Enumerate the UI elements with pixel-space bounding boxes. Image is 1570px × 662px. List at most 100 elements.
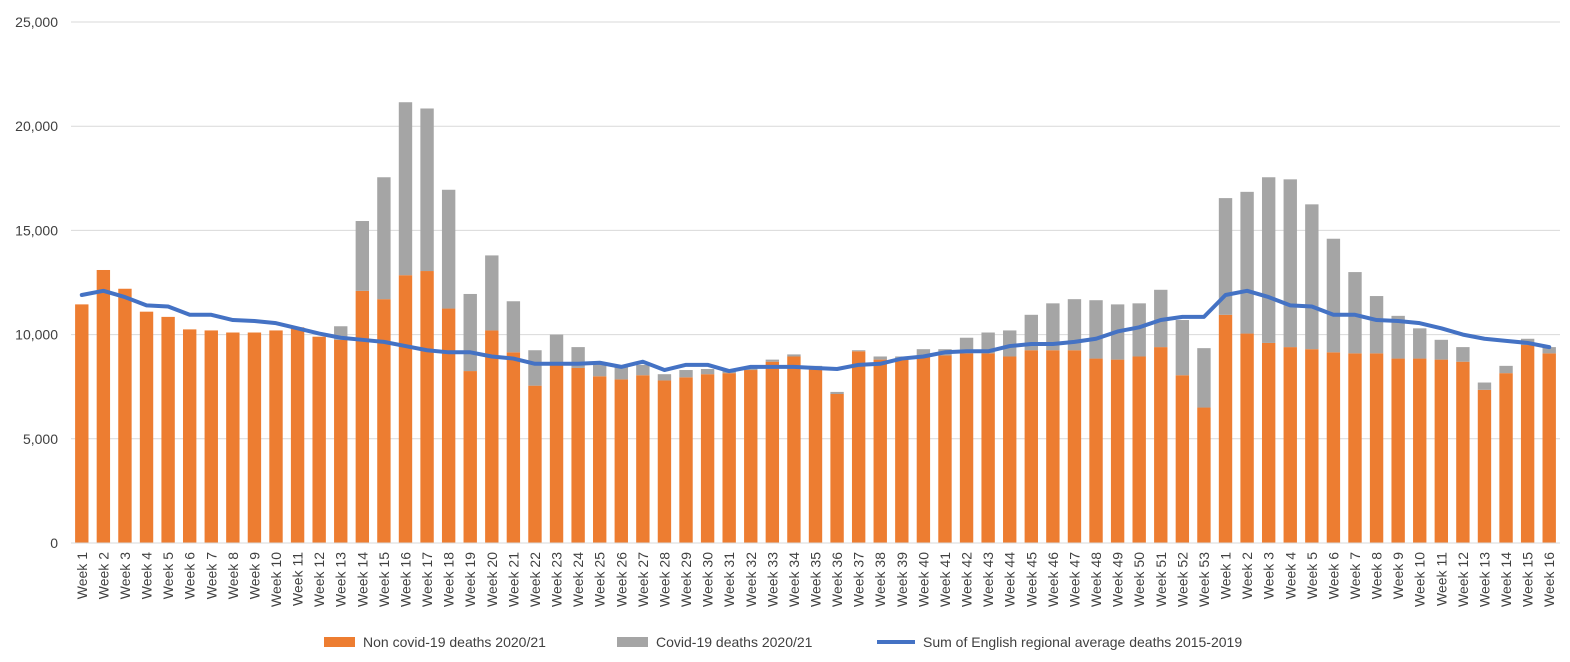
bar-non-covid (1283, 347, 1297, 543)
legend-swatch-non-covid (324, 637, 355, 647)
bar-non-covid (614, 379, 628, 543)
x-tick-label: Week 5 (160, 552, 176, 599)
x-tick-label: Week 52 (1174, 552, 1190, 607)
x-tick-label: Week 50 (1131, 552, 1147, 607)
x-tick-label: Week 35 (808, 552, 824, 607)
bar-non-covid (873, 359, 887, 543)
bar-covid (765, 359, 780, 362)
bar-non-covid (96, 269, 111, 543)
bar-non-covid (312, 336, 326, 543)
x-tick-label: Week 6 (1325, 552, 1341, 599)
x-tick-label: Week 45 (1023, 552, 1039, 607)
x-tick-label: Week 10 (1412, 552, 1428, 607)
x-tick-label: Week 7 (203, 552, 219, 599)
bar-non-covid (398, 275, 413, 543)
bar-covid (1413, 328, 1427, 359)
x-tick-label: Week 14 (1498, 552, 1514, 607)
x-tick-label: Week 36 (829, 552, 845, 607)
bar-non-covid (765, 361, 780, 543)
average-deaths-line (79, 288, 1552, 374)
bar-covid (1175, 320, 1190, 376)
bar-non-covid (700, 374, 715, 543)
bar-non-covid (1132, 356, 1146, 543)
x-tick-label: Week 19 (462, 552, 478, 607)
bar-non-covid (808, 367, 823, 543)
bar-non-covid (1434, 359, 1449, 543)
bar-covid (1197, 348, 1211, 408)
bar-non-covid (830, 393, 844, 543)
bar-non-covid (182, 329, 197, 543)
x-tick-label: Week 24 (570, 552, 586, 607)
bar-covid (463, 293, 477, 372)
bar-non-covid (938, 355, 952, 543)
x-tick-label: Week 42 (959, 552, 975, 607)
x-tick-label: Week 29 (678, 552, 694, 607)
x-tick-label: Week 25 (592, 552, 608, 607)
x-tick-label: Week 11 (1433, 552, 1449, 606)
bar-covid (398, 102, 413, 276)
x-tick-label: Week 2 (95, 552, 111, 599)
bar-non-covid (226, 332, 240, 543)
bar-non-covid (1542, 353, 1556, 543)
x-tick-label: Week 26 (613, 552, 629, 607)
bar-non-covid (139, 311, 154, 543)
x-tick-label: Week 6 (182, 552, 198, 599)
bar-covid (787, 354, 801, 357)
bar-non-covid (851, 351, 866, 543)
x-tick-label: Week 48 (1088, 552, 1104, 607)
x-tick-label: Week 17 (419, 552, 435, 607)
bar-non-covid (463, 371, 477, 543)
x-tick-label: Week 41 (937, 552, 953, 607)
x-tick-label: Week 10 (268, 552, 284, 607)
bar-non-covid (744, 370, 758, 543)
bar-covid (679, 370, 693, 378)
x-tick-label: Week 51 (1153, 552, 1169, 607)
bar-covid (1434, 339, 1449, 360)
bar-covid (593, 362, 607, 377)
x-tick-label: Week 44 (1002, 552, 1018, 607)
bar-covid (377, 177, 391, 300)
bar-covid (1477, 382, 1492, 390)
x-tick-label: Week 18 (441, 552, 457, 607)
bar-non-covid (1413, 358, 1427, 543)
bar-covid (1456, 347, 1470, 362)
x-tick-label: Week 14 (354, 552, 370, 607)
x-tick-label: Week 21 (505, 552, 521, 607)
x-tick-label: Week 34 (786, 552, 802, 607)
bar-non-covid (787, 356, 801, 543)
bar-non-covid (1003, 356, 1017, 543)
x-tick-label: Week 31 (721, 552, 737, 607)
x-tick-label: Week 16 (1541, 552, 1557, 607)
y-tick-label: 0 (50, 535, 58, 551)
bar-covid (851, 350, 866, 352)
x-tick-label: Week 8 (1369, 552, 1385, 599)
bar-non-covid (1520, 345, 1535, 543)
bar-covid (700, 368, 715, 375)
x-tick-label: Week 15 (376, 552, 392, 607)
bar-non-covid (485, 330, 499, 543)
x-tick-label: Week 39 (894, 552, 910, 607)
x-tick-label: Week 33 (764, 552, 780, 607)
bar-non-covid (722, 373, 736, 543)
x-tick-label: Week 11 (290, 552, 306, 606)
x-tick-label: Week 38 (872, 552, 888, 607)
bar-covid (614, 365, 628, 380)
bar-non-covid (571, 367, 585, 543)
bar-non-covid (204, 330, 218, 543)
bar-covid (441, 189, 456, 309)
bar-non-covid (269, 330, 283, 543)
bar-covid (549, 334, 564, 365)
bar-non-covid (1369, 353, 1384, 543)
bar-non-covid (1218, 314, 1233, 543)
bar-non-covid (895, 359, 909, 543)
bar-non-covid (1391, 358, 1405, 543)
bar-non-covid (636, 375, 650, 543)
x-tick-label: Week 37 (851, 552, 867, 607)
bar-covid (485, 255, 499, 331)
x-tick-label: Week 27 (635, 552, 651, 607)
bar-covid (1542, 347, 1556, 354)
bar-covid (981, 332, 995, 354)
x-tick-label: Week 12 (311, 552, 327, 607)
y-tick-label: 5,000 (23, 431, 58, 447)
